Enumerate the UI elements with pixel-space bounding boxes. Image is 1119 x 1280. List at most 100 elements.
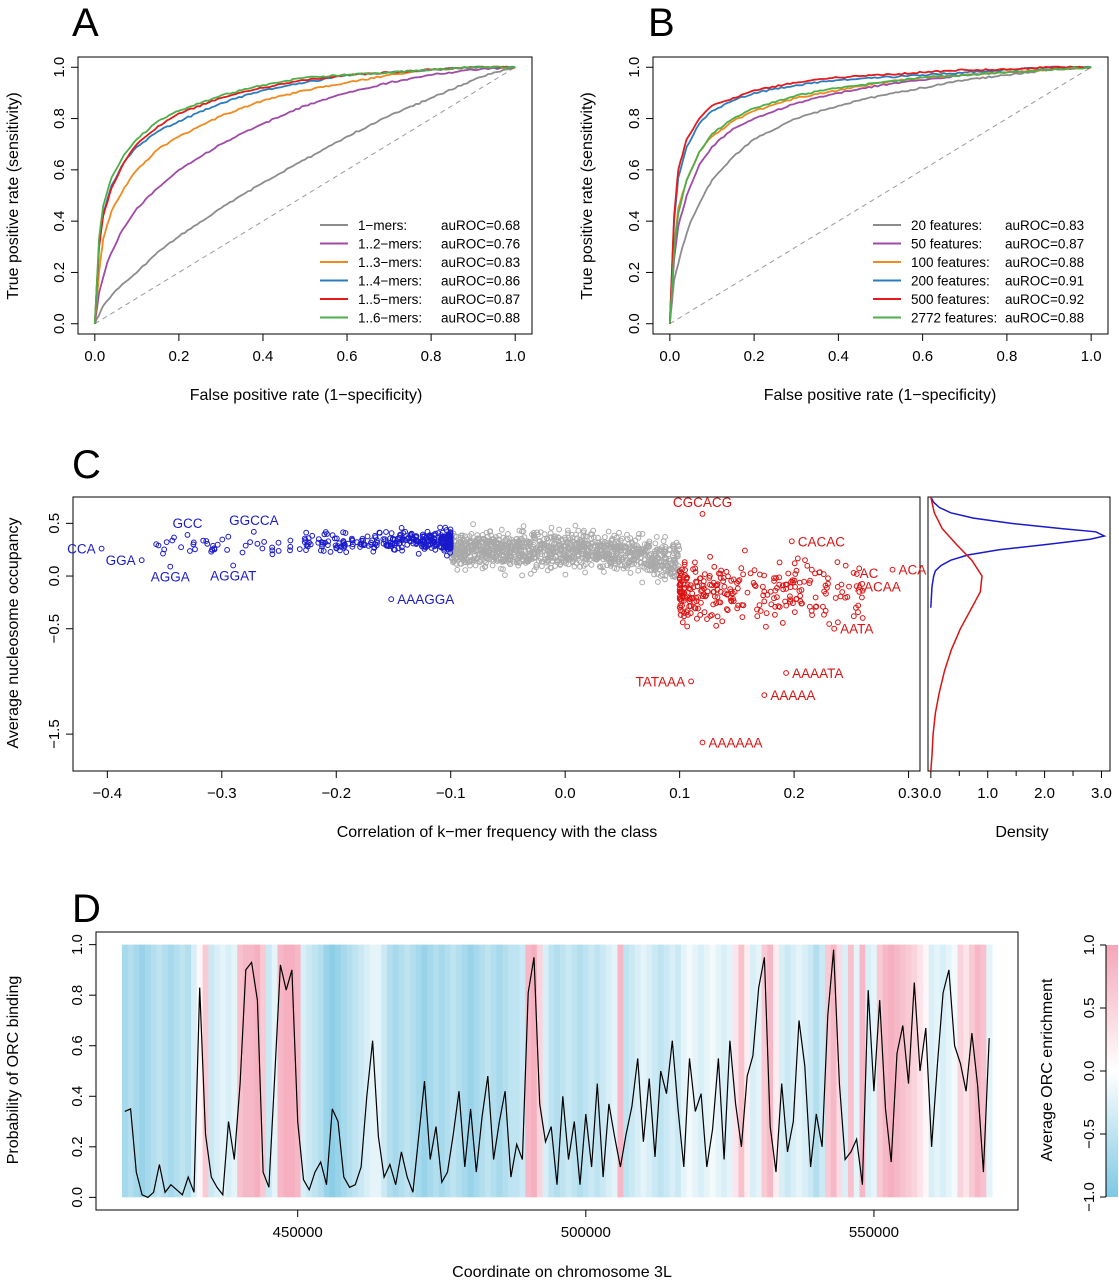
scatter-point [558, 548, 564, 554]
scatter-point [825, 575, 831, 582]
scatter-point [250, 528, 257, 535]
scatter-point [447, 539, 454, 546]
scatter-point [751, 567, 758, 574]
scatter-point [694, 583, 701, 590]
enrichment-stripe [974, 944, 982, 1198]
scatter-point [616, 529, 622, 536]
scatter-point [859, 594, 865, 601]
scatter-point [671, 572, 678, 579]
enrichment-stripe [398, 944, 405, 1198]
panel-c-x-tick-label: 0.2 [784, 785, 805, 802]
scatter-point [331, 535, 338, 542]
panel-d-orc-binding-chart: 450000 500000 550000 0.0 0.2 0.4 0.6 0.8 1.0 −1.… [5, 931, 1118, 1280]
scatter-point [761, 572, 767, 579]
scatter-point [534, 552, 541, 558]
scatter-point [853, 571, 860, 577]
scatter-point [804, 562, 811, 569]
scatter-point [671, 545, 677, 552]
scatter-point [856, 589, 863, 595]
scatter-point [853, 583, 860, 590]
scatter-point [761, 692, 768, 698]
panel-a-legend-auc: auROC=0.76 [441, 237, 520, 252]
scatter-point [714, 594, 721, 601]
enrichment-stripe [709, 944, 717, 1198]
scatter-point [502, 572, 508, 578]
enrichment-stripe [663, 944, 670, 1198]
enrichment-stripe [617, 944, 624, 1198]
scatter-point [601, 544, 608, 550]
scatter-point [601, 547, 608, 554]
enrichment-stripe [554, 944, 561, 1198]
enrichment-stripe [323, 944, 330, 1198]
scatter-point [479, 532, 486, 538]
scatter-point [744, 589, 751, 596]
scatter-point [498, 565, 504, 572]
panel-d-colorbar: −1.0 −0.5 0.0 0.5 1.0 [1081, 935, 1118, 1212]
scatter-point [679, 602, 685, 609]
scatter-point [767, 588, 774, 595]
panel-a-legend: 1−mers: auROC=0.68 1..2−mers: auROC=0.76 1..… [320, 218, 520, 326]
panel-c-kmer-label: CCA [67, 542, 96, 557]
enrichment-stripe [871, 944, 878, 1198]
scatter-point [701, 609, 708, 616]
scatter-point [539, 540, 546, 547]
scatter-point [525, 547, 532, 554]
panel-c-x-tick-label: 0.0 [555, 785, 576, 802]
scatter-point [412, 533, 419, 540]
scatter-point [440, 533, 447, 540]
scatter-point [679, 619, 686, 626]
scatter-point [589, 531, 595, 538]
scatter-point [387, 535, 394, 542]
scatter-point [516, 527, 523, 534]
scatter-point [445, 531, 452, 537]
panel-b-plot-frame [652, 56, 1109, 335]
scatter-point [648, 555, 655, 561]
scatter-point [635, 534, 642, 541]
scatter-point [809, 612, 815, 618]
scatter-point [689, 590, 696, 597]
scatter-point [806, 580, 813, 586]
scatter-point [692, 559, 698, 566]
scatter-point [340, 544, 347, 551]
scatter-point [437, 524, 444, 531]
enrichment-stripe [946, 944, 953, 1198]
scatter-point [699, 511, 706, 517]
scatter-point [706, 573, 713, 579]
enrichment-stripe [479, 944, 486, 1198]
scatter-point [362, 541, 368, 548]
scatter-point [690, 584, 697, 591]
enrichment-stripe [790, 944, 797, 1198]
scatter-point [728, 597, 734, 604]
panel-c-kmer-label: TATAAA [636, 674, 686, 689]
scatter-point [468, 531, 475, 537]
scatter-point [580, 544, 587, 551]
enrichment-stripe [179, 944, 186, 1198]
scatter-point [431, 531, 438, 538]
enrichment-stripe [721, 944, 728, 1198]
scatter-point [561, 548, 568, 555]
panel-b-legend-auc: auROC=0.83 [1005, 218, 1084, 233]
scatter-point [275, 548, 282, 554]
scatter-point [799, 600, 805, 607]
panel-b-x-tick-label: 0.2 [744, 348, 765, 365]
scatter-point [637, 551, 644, 557]
scatter-point [662, 555, 668, 561]
enrichment-stripe [940, 944, 947, 1198]
panel-a-y-tick-label: 0.8 [51, 108, 68, 129]
scatter-point [714, 613, 721, 620]
scatter-point [442, 524, 449, 531]
scatter-point [701, 571, 708, 577]
scatter-point [567, 556, 573, 563]
scatter-point [752, 583, 759, 589]
enrichment-stripe [611, 944, 619, 1198]
scatter-point [610, 552, 617, 559]
scatter-point [552, 553, 559, 560]
scatter-point [525, 538, 531, 544]
scatter-point [242, 542, 249, 549]
scatter-point [793, 595, 800, 602]
scatter-point [342, 530, 349, 536]
scatter-point [497, 542, 504, 548]
scatter-point [790, 600, 796, 607]
scatter-point [776, 559, 783, 566]
